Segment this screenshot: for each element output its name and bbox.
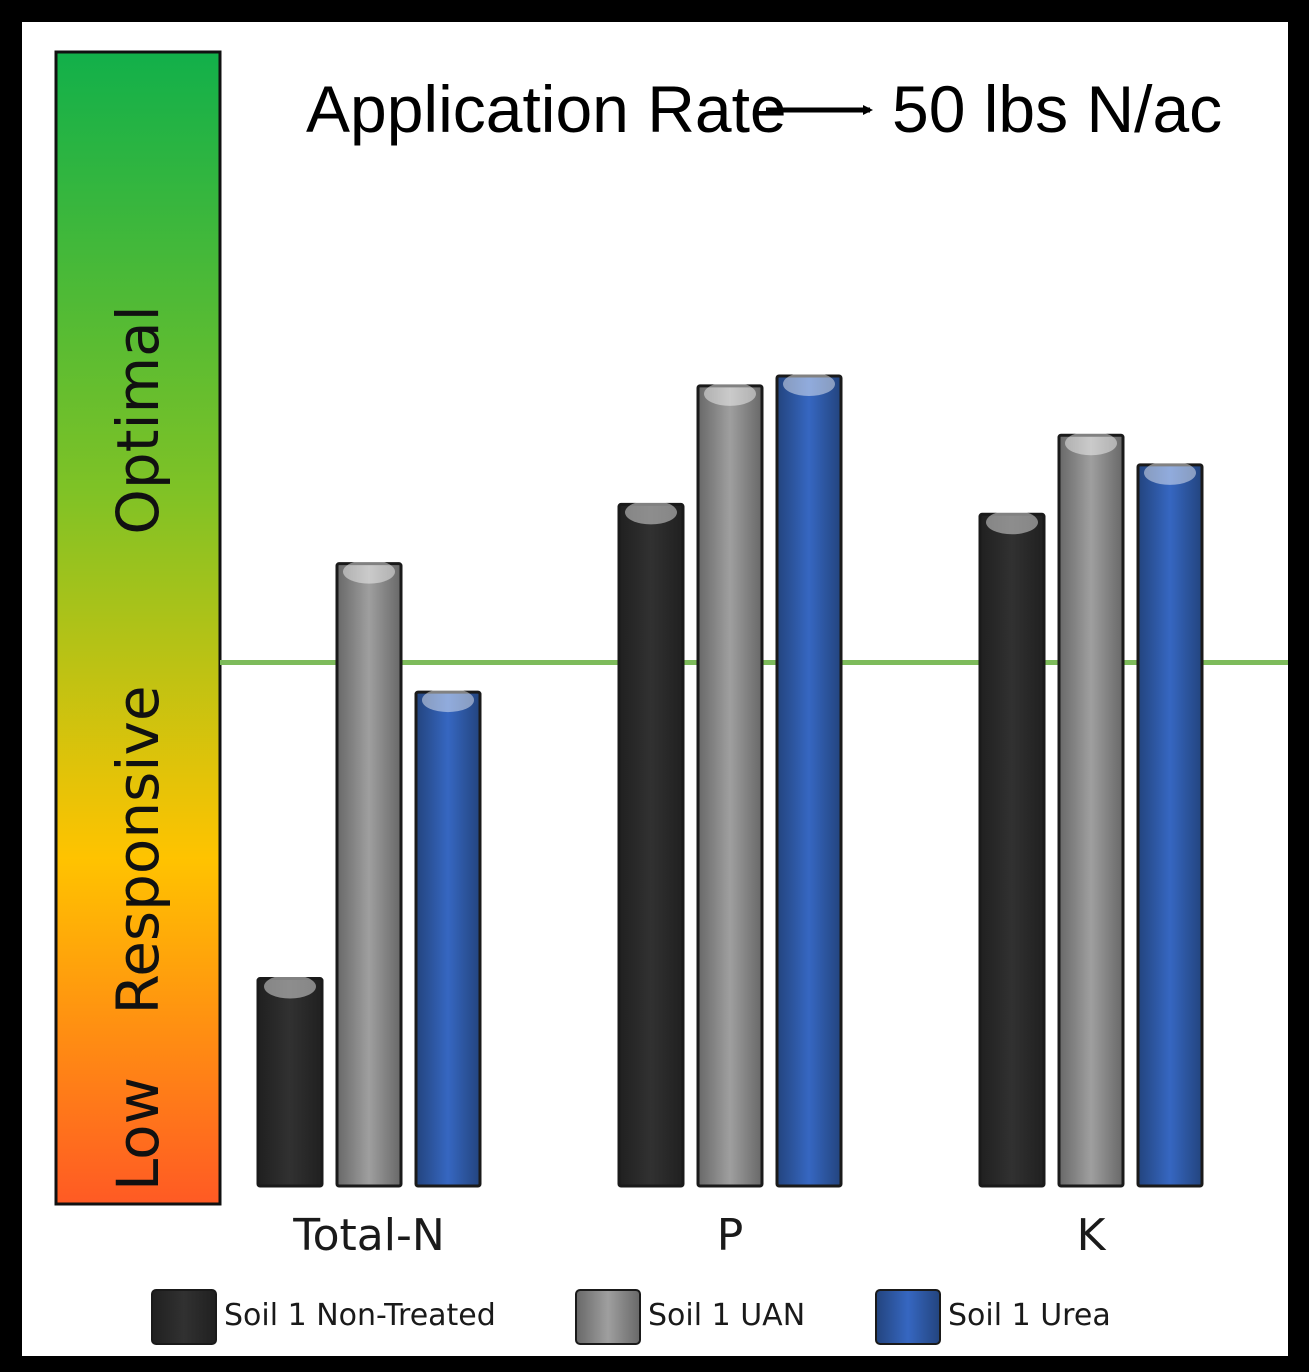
bar-cap-k-series-2 — [1065, 431, 1117, 456]
legend: Soil 1 Non-Treated Soil 1 UAN Soil 1 Urea — [151, 1289, 1111, 1345]
bar-cap-p-series-2 — [704, 381, 756, 406]
bar-p-series-2 — [696, 384, 764, 1188]
bar-cap-total-n-series-2 — [343, 559, 395, 584]
category-labels: Total-N P K — [292, 1210, 1106, 1261]
bar-total-n-series-3 — [414, 690, 482, 1188]
category-label: Total-N — [292, 1210, 445, 1261]
legend-label: Soil 1 UAN — [648, 1298, 805, 1333]
chart-title-value: 50 lbs N/ac — [892, 72, 1222, 146]
legend-swatch — [151, 1289, 217, 1345]
bar-cap-p-series-3 — [783, 372, 835, 396]
category-label: P — [717, 1210, 744, 1261]
bar-p-series-1 — [617, 502, 685, 1188]
band-label-optimal: Optimal — [104, 305, 172, 534]
bar-cap-k-series-3 — [1144, 460, 1196, 485]
band-label-low: Low — [104, 1077, 172, 1191]
chart-frame: Application Rate 50 lbs N/ac Low Responsi… — [22, 22, 1288, 1356]
bar-cap-total-n-series-3 — [422, 688, 474, 713]
bar-cap-total-n-series-1 — [264, 974, 316, 999]
bar-chart: Application Rate 50 lbs N/ac Low Responsi… — [54, 50, 1288, 1345]
category-label: K — [1077, 1210, 1107, 1261]
bars-group — [256, 372, 1204, 1188]
bar-k-series-1 — [978, 512, 1046, 1188]
bar-total-n-series-1 — [256, 977, 324, 1188]
bar-k-series-2 — [1057, 433, 1125, 1188]
legend-label: Soil 1 Urea — [948, 1298, 1111, 1333]
legend-swatch — [575, 1289, 641, 1345]
band-label-responsive: Responsive — [104, 686, 172, 1015]
rating-band-labels: Low Responsive Optimal — [104, 305, 172, 1191]
legend-swatch — [875, 1289, 941, 1345]
bar-cap-p-series-1 — [625, 500, 677, 525]
bar-p-series-3 — [775, 374, 843, 1188]
rating-scale — [54, 50, 222, 1206]
bar-cap-k-series-1 — [986, 510, 1038, 535]
bar-k-series-3 — [1136, 463, 1204, 1188]
chart-title: Application Rate — [306, 72, 787, 146]
legend-label: Soil 1 Non-Treated — [224, 1298, 496, 1333]
bar-total-n-series-2 — [335, 562, 403, 1188]
